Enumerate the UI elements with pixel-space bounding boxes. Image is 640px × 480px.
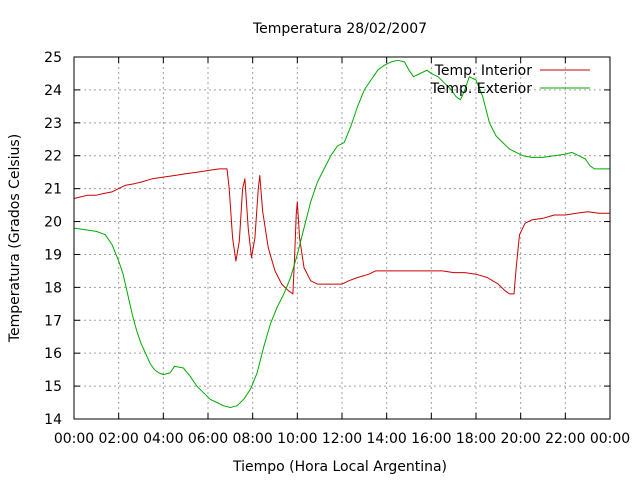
series-line-interior [73,168,610,295]
x-tick-label: 10:00 [277,431,317,447]
x-tick-label: 20:00 [500,431,540,447]
x-tick-label: 14:00 [366,431,406,447]
y-tick-label: 23 [44,116,62,132]
series-line-exterior [73,59,610,408]
y-tick-label: 20 [44,215,62,231]
x-tick-label: 06:00 [188,431,228,447]
x-tick-label: 00:00 [54,431,94,447]
legend: Temp. Interior Temp. Exterior [430,63,590,97]
y-tick-label: 19 [44,247,62,263]
chart-title: Temperatura 28/02/2007 [252,21,427,37]
x-tick-label: 02:00 [98,431,138,447]
x-tick-label: 04:00 [143,431,183,447]
grid-lines [74,57,610,419]
y-tick-label: 17 [44,313,62,329]
y-tick-labels: 14 15 16 17 18 19 20 21 22 23 24 25 [44,50,62,428]
y-tick-label: 18 [44,280,62,296]
x-axis-label: Tiempo (Hora Local Argentina) [232,459,447,475]
y-tick-label: 14 [44,412,62,428]
x-tick-label: 18:00 [456,431,496,447]
x-tick-label: 08:00 [232,431,272,447]
legend-label-exterior: Temp. Exterior [430,81,533,97]
y-tick-label: 24 [44,83,62,99]
legend-label-interior: Temp. Interior [434,63,533,79]
y-axis-label: Temperatura (Grados Celsius) [7,134,23,343]
y-tick-label: 25 [44,50,62,66]
y-tick-label: 15 [44,379,62,395]
y-tick-label: 16 [44,346,62,362]
x-tick-label: 12:00 [322,431,362,447]
series-layer [73,59,610,408]
y-tick-label: 22 [44,149,62,165]
x-tick-label: 16:00 [411,431,451,447]
axis-ticks [73,56,611,420]
x-tick-label: 00:00 [590,431,630,447]
y-tick-label: 21 [44,182,62,198]
x-tick-label: 22:00 [545,431,585,447]
x-tick-labels: 00:00 02:00 04:00 06:00 08:00 10:00 12:00 14:00… [54,431,630,447]
